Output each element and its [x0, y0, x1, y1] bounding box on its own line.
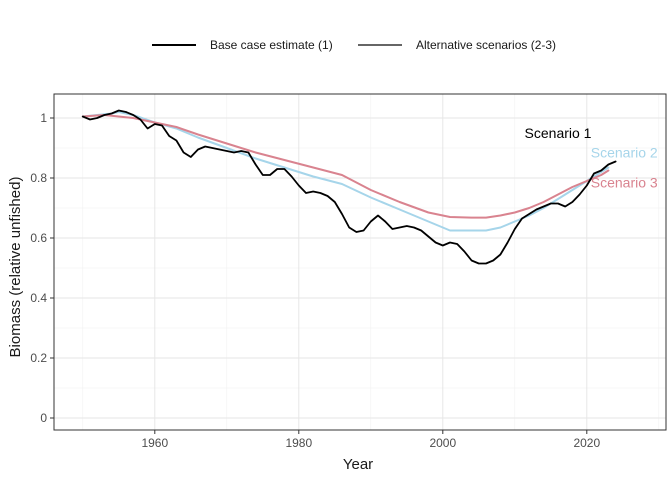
- plot-panel: [54, 94, 666, 430]
- series-line-3: [81, 109, 617, 265]
- y-tick-label: 1: [40, 111, 47, 125]
- plot-background: [54, 94, 666, 430]
- x-tick-label: 1960: [141, 436, 168, 450]
- x-axis-title: Year: [343, 456, 373, 473]
- y-tick-label: 0.6: [30, 231, 47, 245]
- legend-label-2: Alternative scenarios (2-3): [416, 38, 556, 52]
- y-tick-label: 0.2: [30, 351, 47, 365]
- x-tick-label: 1980: [285, 436, 312, 450]
- series-labels: Scenario 2 Scenario 3 Scenario 1: [525, 125, 658, 191]
- y-tick-label: 0: [40, 411, 47, 425]
- legend-label-1: Base case estimate (1): [210, 38, 333, 52]
- legend: Base case estimate (1) Alternative scenar…: [152, 38, 556, 52]
- grid: [54, 94, 666, 430]
- series-label: Scenario 3: [591, 175, 658, 191]
- axes: 0 0.2 0.4 0.6 0.8 1 1960 1980 2000 2020: [30, 93, 667, 450]
- series-label: Scenario 2: [591, 145, 658, 161]
- y-tick-label: 0.8: [30, 171, 47, 185]
- x-tick-label: 2020: [573, 436, 600, 450]
- series-label: Scenario 1: [525, 125, 592, 141]
- series-layer: [81, 109, 617, 265]
- y-tick-label: 0.4: [30, 291, 47, 305]
- series-line-2: [81, 114, 610, 219]
- panel-border: [53, 93, 667, 431]
- y-axis-title: Biomass (relative unfished): [7, 177, 24, 358]
- x-tick-label: 2000: [429, 436, 456, 450]
